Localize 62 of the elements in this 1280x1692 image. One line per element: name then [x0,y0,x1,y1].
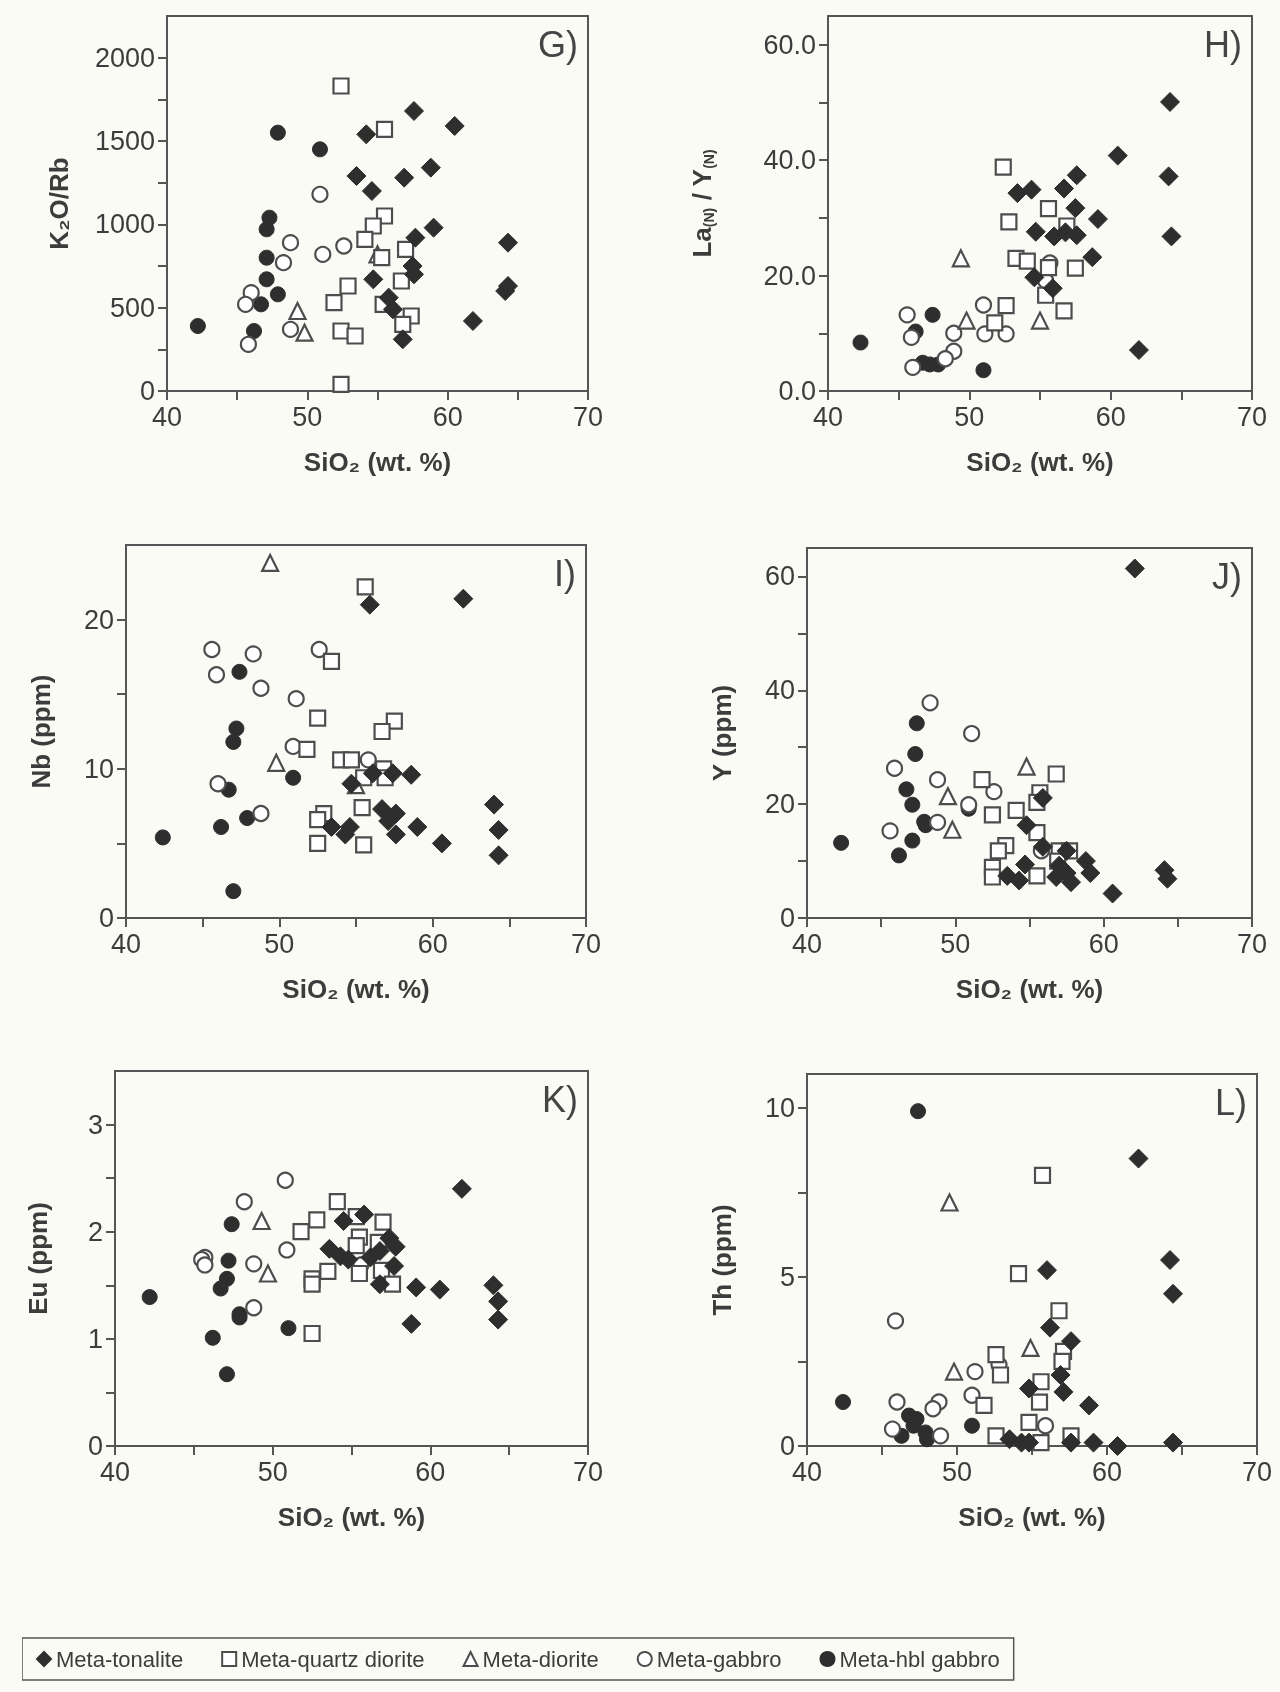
y-axis-title: Y (ppm) [707,684,737,782]
y-tick-label: 3 [87,1109,103,1140]
y-tick-label: 20 [83,604,114,635]
legend-label: Meta-tonalite [56,1646,184,1672]
legend-label: Meta-diorite [482,1646,599,1672]
annotation: L) [1214,1081,1248,1123]
x-tick-label: 60 [415,1456,446,1487]
y-tick-label: 1500 [94,126,155,156]
y-tick-label: 2 [87,1216,103,1247]
y-axis-title: Eu (ppm) [23,1202,53,1315]
x-tick-label: 70 [570,928,602,959]
y-tick-label: 0 [87,1431,103,1461]
x-tick-label: 60 [417,928,448,959]
y-axis-title: K₂O/Rb [44,157,74,250]
y-tick-label: 5 [779,1261,795,1292]
y-tick-label: 1 [87,1323,103,1354]
annotation: K) [542,1078,578,1120]
x-axis-title: SiO₂ (wt. %) [955,974,1104,1004]
legend-label: Meta-hbl gabbro [839,1646,1000,1672]
annotation: H) [1204,23,1243,65]
x-tick-label: 60 [1095,401,1126,432]
legend-label: Meta-quartz diorite [241,1646,425,1672]
y-tick-label: 10 [83,753,114,784]
y-tick-label: 20 [764,789,795,820]
y-axis-title: Nb (ppm) [26,674,56,789]
x-tick-label: 70 [572,1456,604,1487]
y-tick-label: 20.0 [763,260,816,291]
y-tick-label: 0 [779,1431,795,1461]
x-axis-title: SiO₂ (wt. %) [277,1502,426,1532]
y-tick-label: 0 [779,903,795,933]
x-tick-label: 70 [572,401,604,432]
y-tick-label: 40.0 [763,145,816,176]
legend-label: Meta-gabbro [656,1646,782,1672]
x-tick-label: 50 [954,401,985,432]
x-tick-label: 70 [1236,928,1268,959]
x-tick-label: 60 [1091,1456,1123,1487]
x-axis-title: SiO₂ (wt. %) [958,1502,1106,1532]
y-tick-label: 10 [764,1092,795,1123]
y-tick-label: 0 [98,903,114,933]
x-axis-title: SiO₂ (wt. %) [966,447,1114,477]
x-axis-title: SiO₂ (wt. %) [282,974,430,1004]
annotation: G) [538,23,579,65]
x-tick-label: 70 [1241,1456,1273,1487]
x-tick-label: 60 [1088,928,1119,959]
y-axis-title: Th (ppm) [707,1204,737,1316]
y-tick-label: 60 [764,561,795,592]
x-tick-label: 60 [432,401,463,432]
x-axis-title: SiO₂ (wt. %) [303,447,452,477]
x-tick-label: 50 [941,1456,973,1487]
y-tick-label: 2000 [94,42,155,73]
y-tick-label: 1000 [94,209,155,240]
y-tick-label: 500 [109,292,155,323]
x-tick-label: 50 [264,928,295,959]
x-tick-label: 50 [292,401,323,432]
x-tick-label: 70 [1236,401,1268,432]
y-tick-label: 40 [764,675,795,706]
y-tick-label: 60.0 [763,29,816,60]
annotation: I) [554,552,577,594]
annotation: J) [1212,555,1243,597]
y-axis-title: La(N) / Y(N) [687,149,717,258]
x-tick-label: 50 [940,928,971,959]
x-tick-label: 50 [257,1456,288,1487]
